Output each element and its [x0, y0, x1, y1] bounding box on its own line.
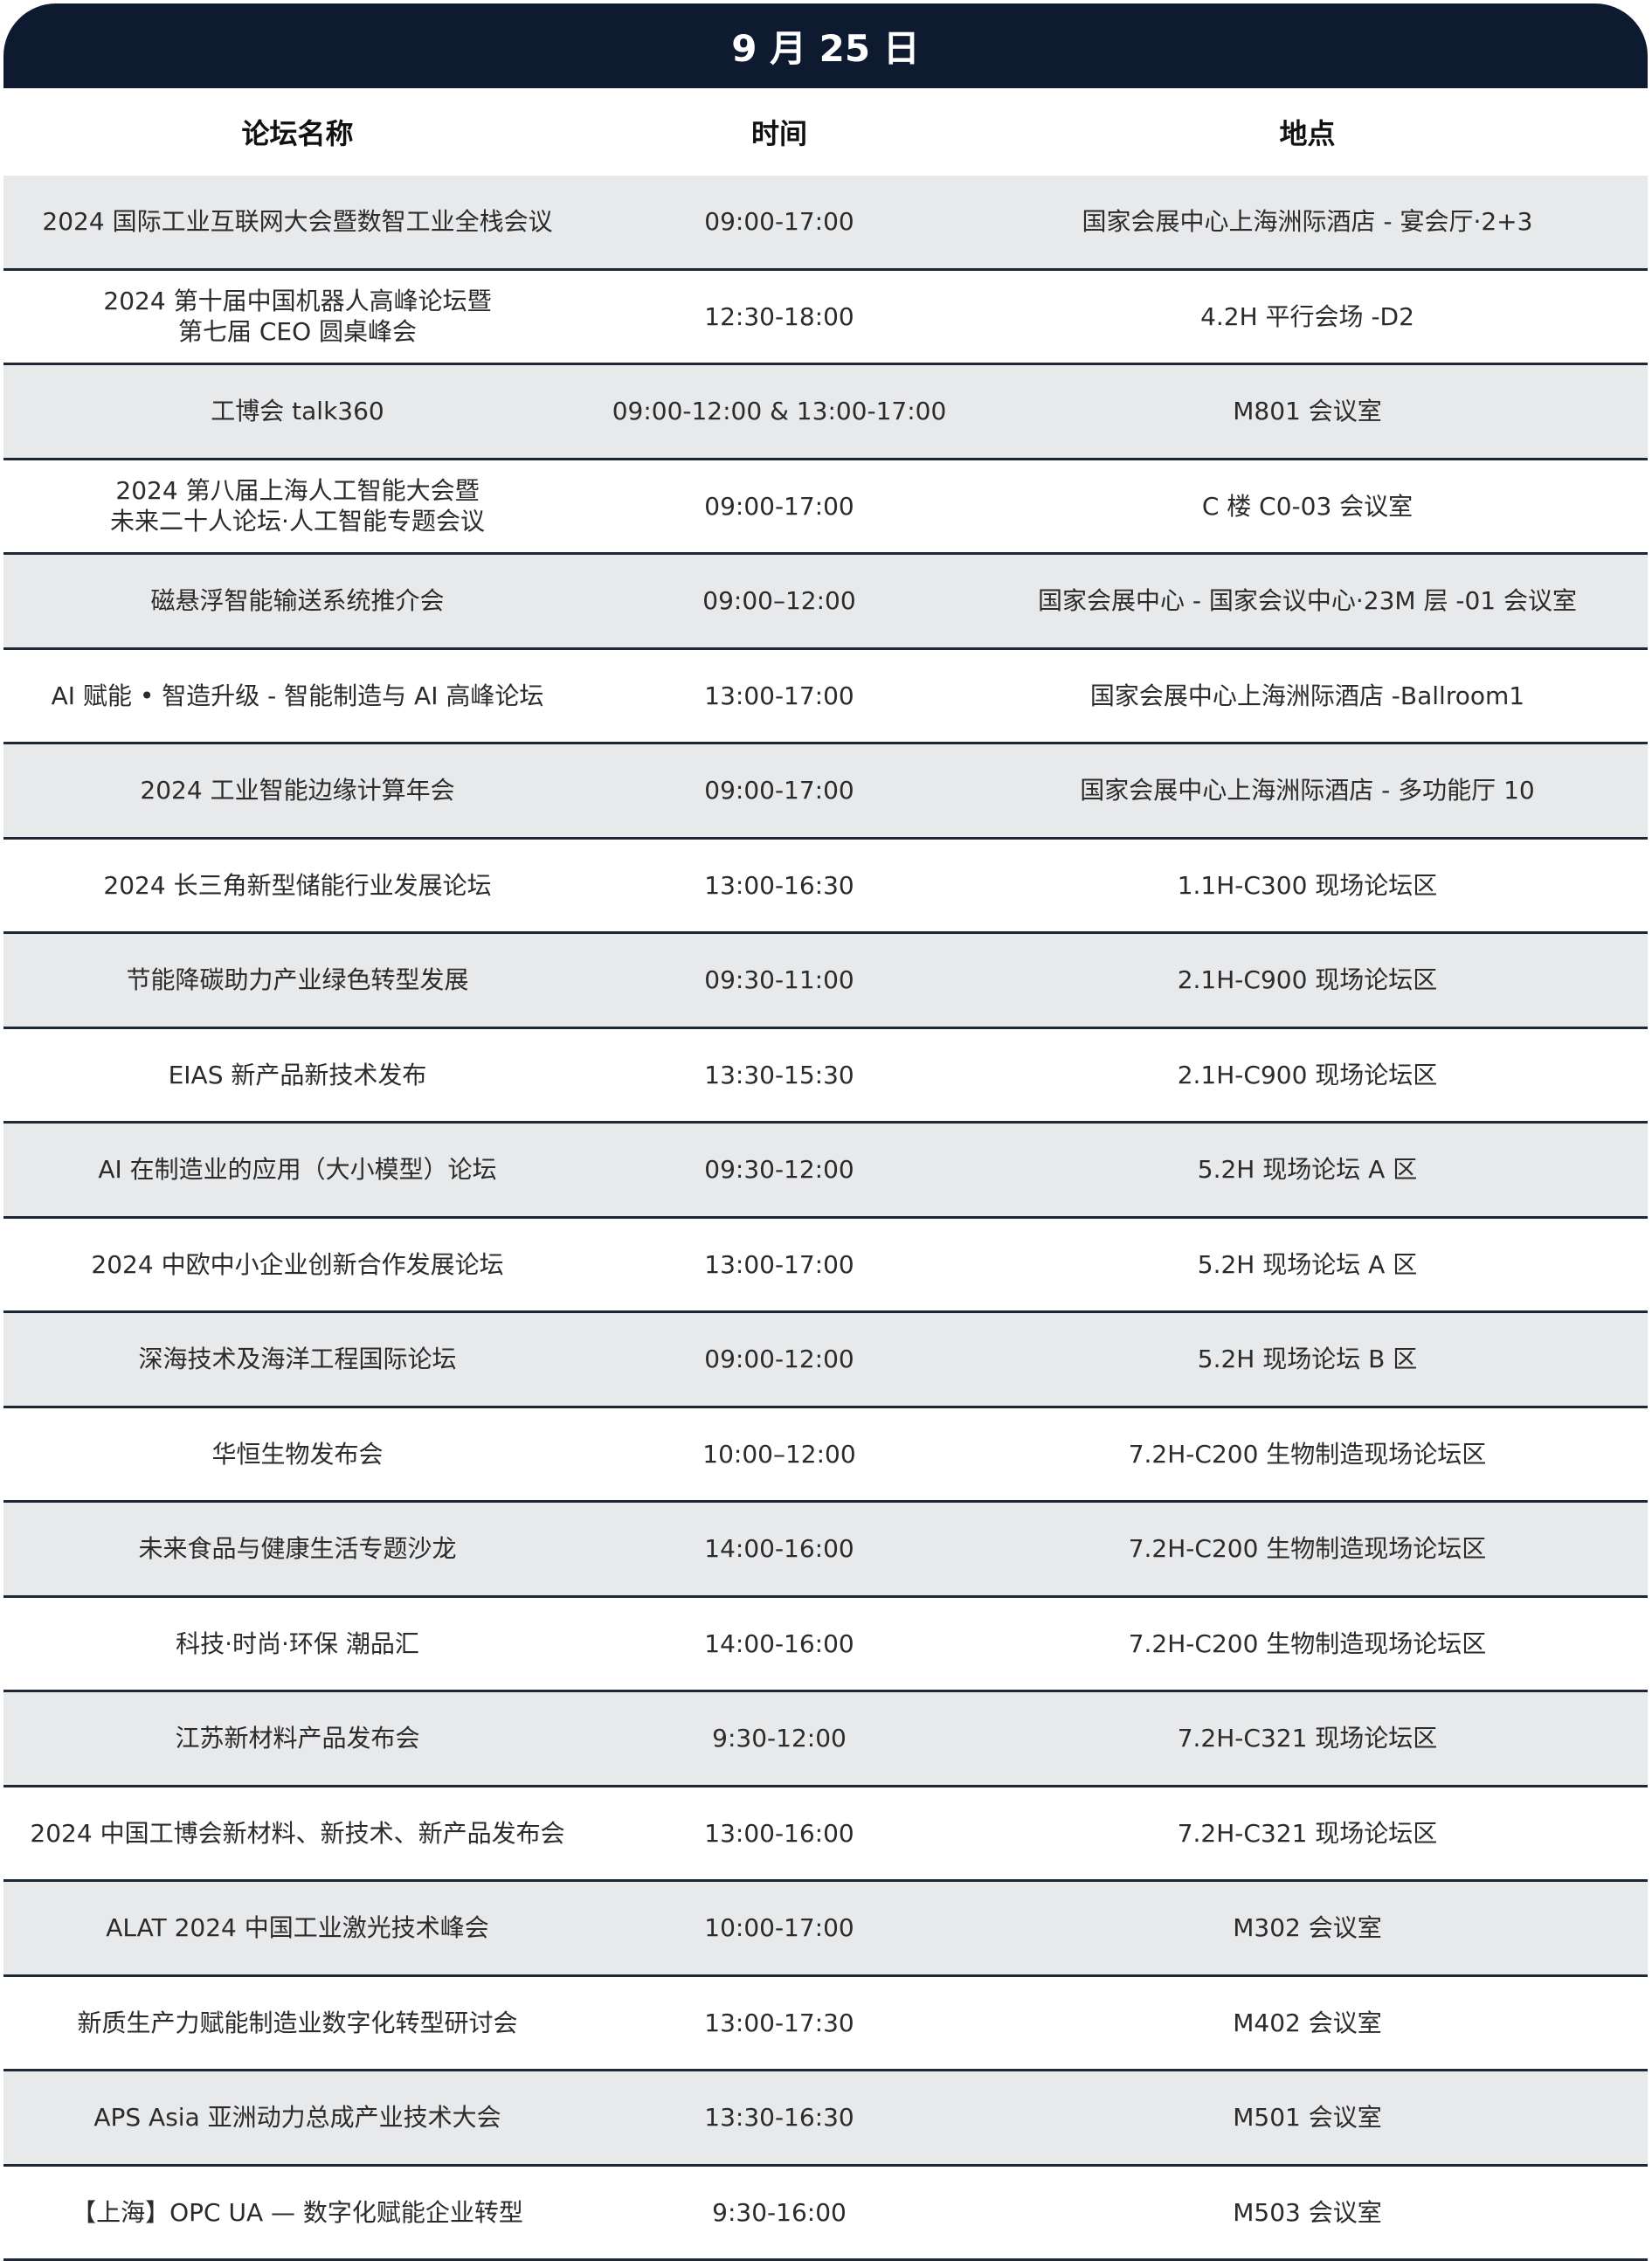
location-cell: 4.2H 平行会场 -D2 [967, 301, 1648, 332]
location-cell: M801 会议室 [967, 396, 1648, 426]
forum-name-cell: 2024 第八届上海人工智能大会暨 未来二十人论坛·人工智能专题会议 [3, 475, 591, 536]
forum-name-cell: 【上海】OPC UA — 数字化赋能企业转型 [3, 2197, 591, 2228]
location-cell: 国家会展中心 - 国家会议中心·23M 层 -01 会议室 [967, 585, 1648, 616]
location-cell: M503 会议室 [967, 2197, 1648, 2228]
header-forum-name: 论坛名称 [3, 112, 591, 152]
location-cell: C 楼 C0-03 会议室 [967, 491, 1648, 522]
time-cell: 14:00-16:00 [591, 1628, 967, 1659]
time-cell: 09:00-17:00 [591, 206, 967, 237]
forum-name-cell: 深海技术及海洋工程国际论坛 [3, 1344, 591, 1374]
forum-name-cell: AI 赋能 • 智造升级 - 智能制造与 AI 高峰论坛 [3, 681, 591, 711]
time-cell: 13:00-17:30 [591, 2008, 967, 2038]
forum-name-cell: APS Asia 亚洲动力总成产业技术大会 [3, 2102, 591, 2133]
location-cell: 5.2H 现场论坛 A 区 [967, 1154, 1648, 1185]
forum-name-cell: ALAT 2024 中国工业激光技术峰会 [3, 1912, 591, 1943]
time-cell: 09:00-12:00 [591, 1344, 967, 1374]
location-cell: 5.2H 现场论坛 B 区 [967, 1344, 1648, 1374]
header-time: 时间 [591, 112, 967, 152]
forum-name-cell: 未来食品与健康生活专题沙龙 [3, 1533, 591, 1564]
table-header: 论坛名称 时间 地点 [3, 88, 1648, 176]
date-title: 9 月 25 日 [3, 3, 1648, 88]
time-cell: 09:00-17:00 [591, 491, 967, 522]
location-cell: 国家会展中心上海洲际酒店 -Ballroom1 [967, 681, 1648, 711]
forum-name-cell: 华恒生物发布会 [3, 1439, 591, 1469]
location-cell: 国家会展中心上海洲际酒店 - 宴会厅·2+3 [967, 206, 1648, 237]
time-cell: 13:00-17:00 [591, 681, 967, 711]
location-cell: 7.2H-C321 现场论坛区 [967, 1723, 1648, 1753]
forum-name-cell: 2024 国际工业互联网大会暨数智工业全栈会议 [3, 206, 591, 237]
forum-name-cell: 工博会 talk360 [3, 396, 591, 426]
location-cell: 国家会展中心上海洲际酒店 - 多功能厅 10 [967, 775, 1648, 806]
time-cell: 12:30-18:00 [591, 301, 967, 332]
time-cell: 09:00–12:00 [591, 585, 967, 616]
location-cell: M402 会议室 [967, 2008, 1648, 2038]
forum-name-cell: 2024 中欧中小企业创新合作发展论坛 [3, 1249, 591, 1280]
time-cell: 09:00-12:00 & 13:00-17:00 [591, 396, 967, 426]
time-cell: 09:00-17:00 [591, 775, 967, 806]
time-cell: 09:30-11:00 [591, 965, 967, 995]
location-cell: 1.1H-C300 现场论坛区 [967, 870, 1648, 901]
location-cell: 5.2H 现场论坛 A 区 [967, 1249, 1648, 1280]
forum-name-cell: 2024 工业智能边缘计算年会 [3, 775, 591, 806]
location-cell: 7.2H-C321 现场论坛区 [967, 1818, 1648, 1849]
time-cell: 10:00–12:00 [591, 1439, 967, 1469]
time-cell: 14:00-16:00 [591, 1533, 967, 1564]
forum-name-cell: 科技·时尚·环保 潮品汇 [3, 1628, 591, 1659]
forum-name-cell: 2024 第十届中国机器人高峰论坛暨 第七届 CEO 圆桌峰会 [3, 286, 591, 347]
header-location: 地点 [967, 112, 1648, 152]
location-cell: M501 会议室 [967, 2102, 1648, 2133]
time-cell: 09:30-12:00 [591, 1154, 967, 1185]
forum-name-cell: 2024 中国工博会新材料、新技术、新产品发布会 [3, 1818, 591, 1849]
location-cell: 2.1H-C900 现场论坛区 [967, 1060, 1648, 1090]
location-cell: 2.1H-C900 现场论坛区 [967, 965, 1648, 995]
time-cell: 9:30-16:00 [591, 2197, 967, 2228]
forum-name-cell: 2024 长三角新型储能行业发展论坛 [3, 870, 591, 901]
location-cell: M302 会议室 [967, 1912, 1648, 1943]
forum-name-cell: 江苏新材料产品发布会 [3, 1723, 591, 1753]
time-cell: 13:00-16:00 [591, 1818, 967, 1849]
forum-name-cell: 新质生产力赋能制造业数字化转型研讨会 [3, 2008, 591, 2038]
location-cell: 7.2H-C200 生物制造现场论坛区 [967, 1533, 1648, 1564]
forum-name-cell: AI 在制造业的应用（大小模型）论坛 [3, 1154, 591, 1185]
time-cell: 13:30-15:30 [591, 1060, 967, 1090]
forum-name-cell: 节能降碳助力产业绿色转型发展 [3, 965, 591, 995]
time-cell: 9:30-12:00 [591, 1723, 967, 1753]
location-cell: 7.2H-C200 生物制造现场论坛区 [967, 1628, 1648, 1659]
schedule-table: 9 月 25 日 论坛名称 时间 地点 2024 国际工业互联网大会暨数智工业全… [3, 3, 1648, 2261]
time-cell: 10:00-17:00 [591, 1912, 967, 1943]
time-cell: 13:00-16:30 [591, 870, 967, 901]
forum-name-cell: 磁悬浮智能输送系统推介会 [3, 585, 591, 616]
time-cell: 13:00-17:00 [591, 1249, 967, 1280]
time-cell: 13:30-16:30 [591, 2102, 967, 2133]
location-cell: 7.2H-C200 生物制造现场论坛区 [967, 1439, 1648, 1469]
forum-name-cell: EIAS 新产品新技术发布 [3, 1060, 591, 1090]
